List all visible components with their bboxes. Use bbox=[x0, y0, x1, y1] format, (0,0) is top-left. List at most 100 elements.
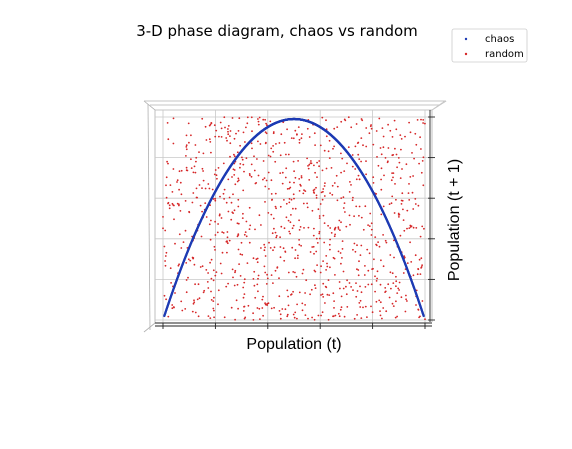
random-point bbox=[252, 319, 255, 321]
random-point bbox=[364, 265, 366, 267]
random-point bbox=[209, 141, 212, 143]
random-point bbox=[329, 227, 332, 229]
grid-lines bbox=[155, 100, 447, 323]
random-point bbox=[321, 311, 324, 314]
random-point bbox=[297, 254, 299, 257]
random-point bbox=[390, 179, 393, 182]
random-point bbox=[347, 116, 350, 119]
random-point bbox=[273, 227, 275, 230]
random-point bbox=[357, 153, 360, 156]
random-point bbox=[353, 242, 356, 245]
random-point bbox=[288, 198, 291, 200]
random-point bbox=[362, 306, 364, 309]
random-point bbox=[212, 300, 215, 302]
random-point bbox=[264, 271, 267, 274]
random-point bbox=[384, 287, 387, 289]
random-point bbox=[340, 295, 343, 298]
random-point bbox=[356, 244, 358, 247]
random-point bbox=[208, 187, 211, 190]
random-point bbox=[186, 169, 189, 172]
random-point bbox=[229, 142, 232, 145]
random-point bbox=[368, 132, 371, 135]
random-point bbox=[382, 307, 385, 309]
random-point bbox=[421, 300, 424, 302]
random-point bbox=[401, 199, 404, 202]
random-point bbox=[290, 198, 293, 201]
random-point bbox=[370, 127, 373, 130]
random-point bbox=[355, 282, 357, 284]
random-point bbox=[272, 131, 275, 133]
random-point bbox=[248, 241, 251, 244]
random-point bbox=[295, 275, 298, 278]
random-point bbox=[264, 302, 266, 305]
random-point bbox=[355, 123, 358, 125]
random-point bbox=[279, 256, 282, 259]
random-point bbox=[260, 224, 262, 226]
random-point bbox=[264, 303, 267, 306]
random-point bbox=[185, 279, 188, 281]
random-point bbox=[298, 138, 301, 141]
random-point bbox=[231, 268, 234, 271]
random-point bbox=[298, 291, 301, 294]
random-point bbox=[306, 202, 308, 205]
random-point bbox=[322, 282, 325, 285]
random-point bbox=[164, 264, 167, 267]
random-point bbox=[201, 210, 204, 213]
random-point bbox=[202, 170, 205, 172]
random-point bbox=[356, 268, 358, 271]
random-point bbox=[209, 238, 212, 241]
random-point bbox=[263, 177, 266, 180]
random-point bbox=[193, 165, 196, 168]
random-point bbox=[228, 196, 231, 199]
random-point bbox=[207, 272, 210, 274]
random-point bbox=[286, 188, 289, 190]
random-point bbox=[188, 210, 191, 213]
random-point bbox=[192, 192, 195, 194]
random-point bbox=[352, 289, 354, 291]
random-point bbox=[409, 224, 412, 227]
random-point bbox=[192, 257, 195, 259]
random-point bbox=[171, 307, 174, 310]
random-point bbox=[241, 158, 244, 161]
random-point bbox=[243, 233, 246, 236]
random-point bbox=[217, 223, 220, 225]
random-point bbox=[234, 183, 237, 186]
random-point bbox=[237, 177, 240, 180]
random-point bbox=[313, 192, 316, 194]
random-point bbox=[287, 219, 290, 222]
random-point bbox=[340, 197, 343, 200]
random-point bbox=[166, 160, 169, 163]
random-point bbox=[234, 271, 236, 274]
random-point bbox=[274, 160, 277, 163]
random-point bbox=[314, 284, 316, 287]
random-point bbox=[165, 176, 168, 179]
random-point bbox=[359, 254, 362, 256]
random-point bbox=[229, 130, 232, 132]
random-point bbox=[334, 314, 337, 317]
random-point bbox=[360, 160, 362, 163]
random-point bbox=[222, 192, 225, 195]
random-point bbox=[206, 281, 209, 283]
random-point bbox=[366, 248, 369, 251]
chaos-point bbox=[422, 314, 425, 318]
random-point bbox=[237, 205, 240, 208]
random-point bbox=[217, 167, 220, 169]
random-point bbox=[395, 280, 398, 283]
random-point bbox=[372, 176, 375, 179]
random-point bbox=[239, 275, 242, 277]
random-point bbox=[326, 262, 328, 265]
random-point bbox=[372, 143, 375, 146]
random-point bbox=[397, 157, 400, 159]
pane-bottom-left bbox=[143, 322, 156, 333]
random-point bbox=[396, 292, 399, 294]
random-point bbox=[321, 169, 324, 172]
random-point bbox=[393, 256, 395, 259]
random-point bbox=[242, 212, 244, 215]
random-point bbox=[387, 147, 390, 149]
random-point bbox=[273, 246, 276, 249]
random-point bbox=[264, 185, 267, 188]
random-point bbox=[340, 221, 342, 224]
random-point bbox=[257, 277, 259, 280]
random-point bbox=[227, 210, 230, 213]
random-point bbox=[210, 151, 212, 154]
